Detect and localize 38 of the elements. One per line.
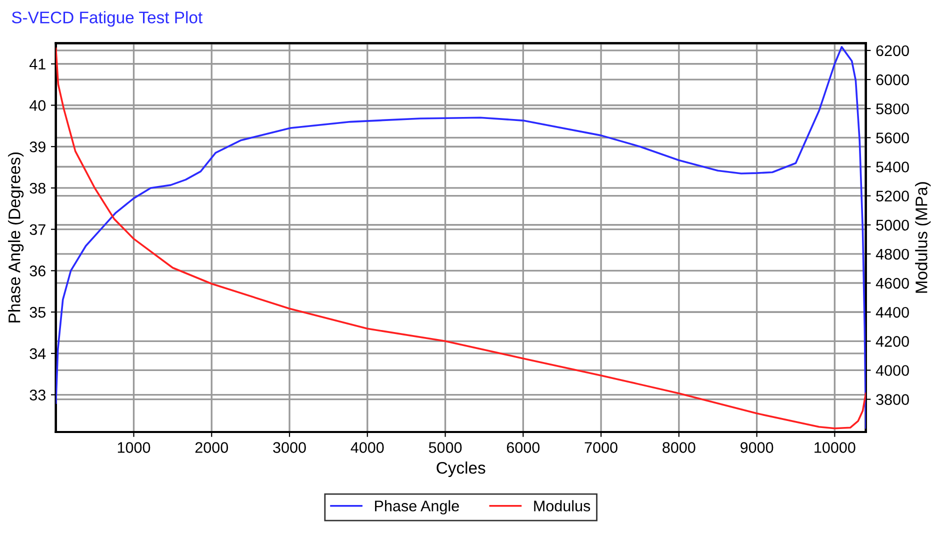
y-tick-label: 36 [30, 266, 46, 276]
y-tick-label: 38 [30, 182, 46, 194]
y-tick-label: 40 [29, 100, 46, 111]
x-tick-label: 6000 [506, 442, 540, 453]
x-axis-title: Cycles [436, 462, 486, 478]
y-tick-label: 37 [30, 224, 46, 236]
y-tick-label: 39 [30, 141, 46, 152]
y-tick-label: 35 [30, 306, 46, 318]
y2-tick-label: 4400 [876, 306, 909, 318]
x-tick-label: 3000 [273, 442, 306, 453]
y2-tick-label: 6000 [876, 74, 909, 86]
legend-label: Phase Angle [375, 500, 459, 514]
y2-tick-label: 5000 [876, 220, 909, 231]
y-tick-label: 34 [30, 348, 46, 360]
y2-tick-label: 4200 [876, 336, 909, 347]
y-axis-title: Phase Angle (Degrees) [8, 152, 24, 322]
y2-tick-label: 6200 [876, 45, 909, 56]
y2-tick-label: 4800 [876, 248, 909, 260]
y2-tick-label: 4600 [876, 278, 909, 289]
legend-label: Modulus [534, 500, 590, 512]
y2-axis-title: Modulus (MPa) [915, 182, 931, 293]
y2-tick-label: 3800 [876, 394, 909, 405]
y-tick-label: 33 [30, 390, 46, 400]
chart-title: S-VECD Fatigue Test Plot [12, 11, 202, 27]
x-tick-label: 7000 [584, 442, 618, 453]
x-tick-label: 1000 [118, 442, 150, 453]
y2-tick-label: 5600 [876, 132, 909, 144]
x-tick-label: 10000 [814, 442, 856, 453]
y2-tick-label: 4000 [876, 365, 909, 376]
y2-tick-label: 5800 [876, 103, 909, 114]
x-tick-label: 9000 [740, 442, 774, 453]
y-tick-label: 41 [29, 58, 46, 70]
x-tick-label: 5000 [428, 442, 462, 453]
y2-tick-label: 5400 [876, 162, 909, 172]
x-tick-label: 8000 [662, 442, 696, 453]
x-tick-label: 4000 [350, 442, 384, 453]
x-tick-label: 2000 [195, 442, 228, 453]
y2-tick-label: 5200 [876, 190, 909, 202]
